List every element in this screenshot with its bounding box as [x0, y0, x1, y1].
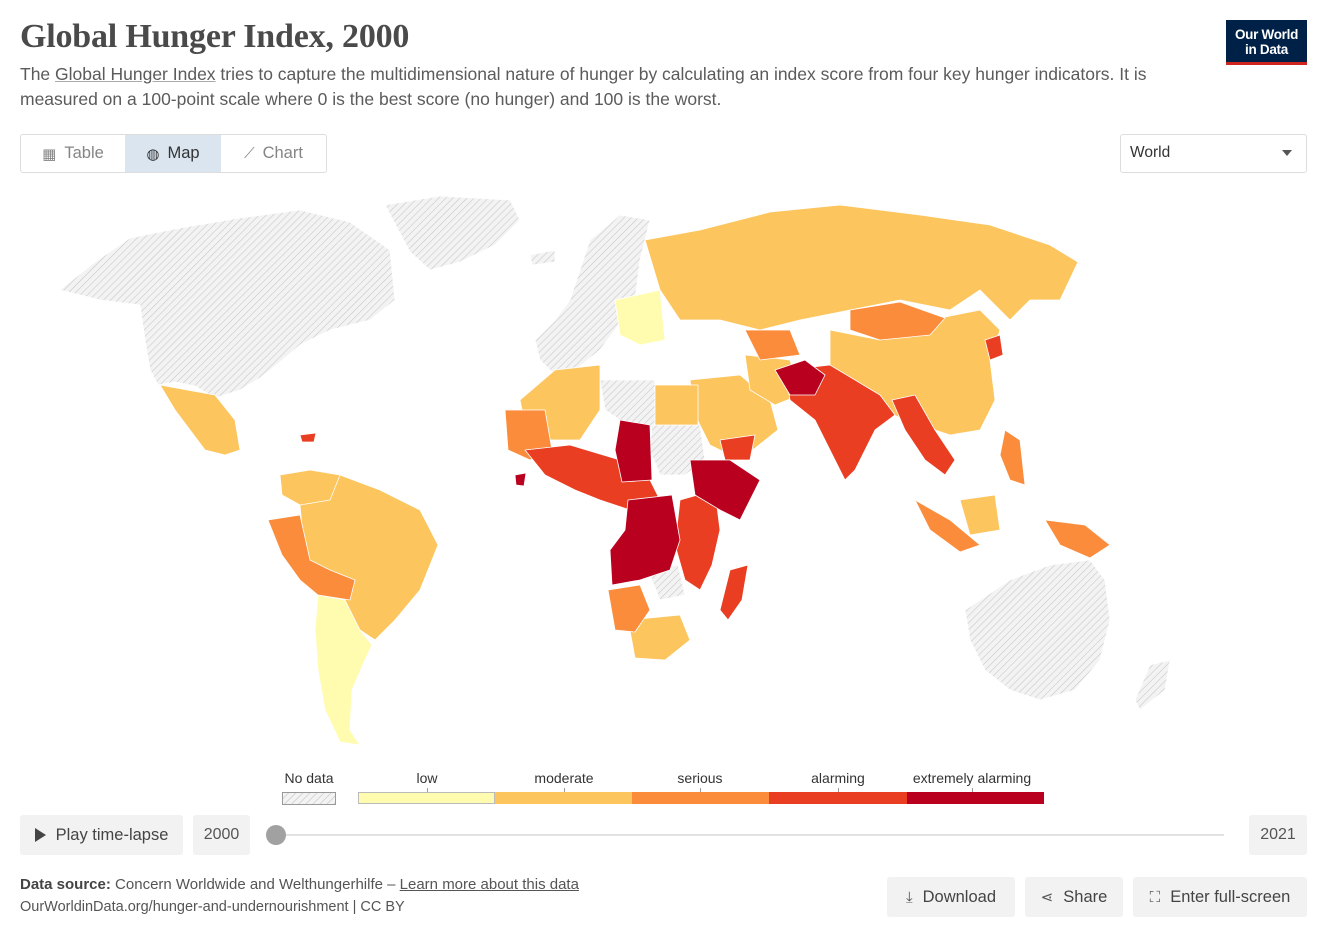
region-south-africa[interactable] — [627, 614, 691, 661]
region-mexico-central-america[interactable] — [159, 384, 241, 456]
expand-icon: ⛶ — [1149, 888, 1161, 906]
legend-extremely-alarming-swatch[interactable] — [907, 792, 1044, 804]
owid-logo[interactable]: Our World in Data — [1226, 20, 1307, 65]
legend-tick — [972, 788, 973, 792]
tab-map-label: Map — [167, 144, 200, 162]
region-greenland[interactable] — [384, 195, 521, 271]
share-label: Share — [1063, 887, 1108, 906]
region-peru-bolivia[interactable] — [267, 514, 356, 601]
region-mongolia[interactable] — [849, 301, 946, 341]
logo-line-2: in Data — [1245, 42, 1288, 57]
region-australia[interactable] — [964, 559, 1111, 701]
share-button[interactable]: ⋖ Share — [1025, 877, 1123, 917]
region-philippines[interactable] — [999, 429, 1026, 486]
legend-extremely-alarming-label: extremely alarming — [912, 770, 1032, 786]
region-yemen[interactable] — [719, 434, 756, 461]
region-haiti[interactable] — [299, 432, 317, 443]
legend-tick — [564, 788, 565, 792]
legend-low-label: low — [416, 770, 438, 786]
source-label: Data source: — [20, 876, 111, 893]
region-ethiopia-somalia[interactable] — [689, 459, 761, 521]
legend-moderate-label: moderate — [534, 770, 594, 786]
data-source: Data source: Concern Worldwide and Welth… — [20, 876, 579, 893]
logo-line-1: Our World — [1234, 27, 1299, 42]
subtitle-text: The — [20, 64, 56, 84]
region-central-asia[interactable] — [744, 329, 801, 361]
region-drc-angola[interactable] — [609, 494, 681, 586]
download-button[interactable]: ⤓ Download — [887, 877, 1015, 917]
share-icon: ⋖ — [1040, 889, 1054, 906]
legend-tick — [700, 788, 701, 792]
view-tabs: ▦ Table ◍ Map ⟋ Chart — [20, 134, 327, 173]
legend-no-data-swatch — [282, 792, 336, 805]
region-papua[interactable] — [1044, 519, 1111, 559]
play-icon — [34, 828, 46, 842]
play-label: Play time-lapse — [55, 825, 169, 844]
region-select[interactable]: World — [1120, 134, 1307, 173]
legend-tick — [427, 788, 428, 792]
source-text: Concern Worldwide and Welthungerhilfe – — [115, 876, 400, 893]
region-egypt[interactable] — [654, 384, 699, 426]
table-icon: ▦ — [42, 145, 57, 163]
legend-tick — [838, 788, 839, 792]
world-map — [59, 195, 1171, 746]
globe-icon: ◍ — [146, 145, 160, 163]
subtitle-text-rest: tries to capture the multidimensional na… — [20, 64, 1147, 109]
ghi-link[interactable]: Global Hunger Index — [55, 64, 216, 84]
timeline-handle[interactable] — [266, 825, 286, 845]
region-north-america[interactable] — [59, 209, 396, 399]
tab-map[interactable]: ◍ Map — [125, 135, 221, 172]
chart-subtitle: The Global Hunger Index tries to capture… — [20, 62, 1200, 112]
region-south-america-north[interactable] — [279, 469, 341, 506]
play-timelapse-button[interactable]: Play time-lapse — [20, 815, 183, 855]
region-madagascar[interactable] — [719, 564, 749, 621]
legend-moderate-swatch[interactable] — [495, 792, 632, 804]
end-year-label: 2021 — [1249, 815, 1307, 855]
legend-serious-swatch[interactable] — [632, 792, 769, 804]
region-sierra-leone[interactable] — [514, 472, 527, 487]
line-chart-icon: ⟋ — [244, 145, 255, 162]
fullscreen-button[interactable]: ⛶ Enter full-screen — [1133, 877, 1307, 917]
region-southeast-asia-moderate[interactable] — [959, 494, 1001, 536]
page-url: OurWorldinData.org/hunger-and-undernouri… — [20, 899, 405, 915]
region-new-zealand[interactable] — [1134, 659, 1171, 711]
tab-table-label: Table — [64, 144, 104, 162]
caret-down-icon — [1282, 150, 1292, 156]
region-north-korea[interactable] — [984, 334, 1004, 361]
chart-title: Global Hunger Index, 2000 — [20, 18, 410, 55]
tab-chart[interactable]: ⟋ Chart — [221, 135, 326, 172]
legend-alarming-swatch[interactable] — [769, 792, 907, 804]
tab-chart-label: Chart — [262, 144, 303, 162]
learn-more-link[interactable]: Learn more about this data — [399, 876, 579, 893]
region-eastern-europe-low[interactable] — [614, 289, 666, 346]
timeline-track[interactable] — [276, 834, 1224, 836]
fullscreen-label: Enter full-screen — [1170, 887, 1291, 906]
start-year-label: 2000 — [193, 815, 250, 855]
region-select-value: World — [1130, 144, 1171, 161]
legend-alarming-label: alarming — [811, 770, 865, 786]
legend-no-data-label: No data — [284, 770, 334, 786]
region-indonesia[interactable] — [914, 499, 981, 553]
region-iceland[interactable] — [529, 249, 556, 266]
region-myanmar-laos[interactable] — [891, 394, 956, 476]
region-afghanistan[interactable] — [774, 359, 826, 396]
region-russia[interactable] — [644, 204, 1079, 331]
legend-low-swatch[interactable] — [358, 792, 495, 804]
region-southern-africa-serious[interactable] — [607, 584, 651, 633]
legend-serious-label: serious — [677, 770, 723, 786]
download-label: Download — [922, 887, 997, 906]
tab-table[interactable]: ▦ Table — [21, 135, 125, 172]
region-chad[interactable] — [614, 419, 653, 483]
download-icon: ⤓ — [905, 888, 913, 906]
